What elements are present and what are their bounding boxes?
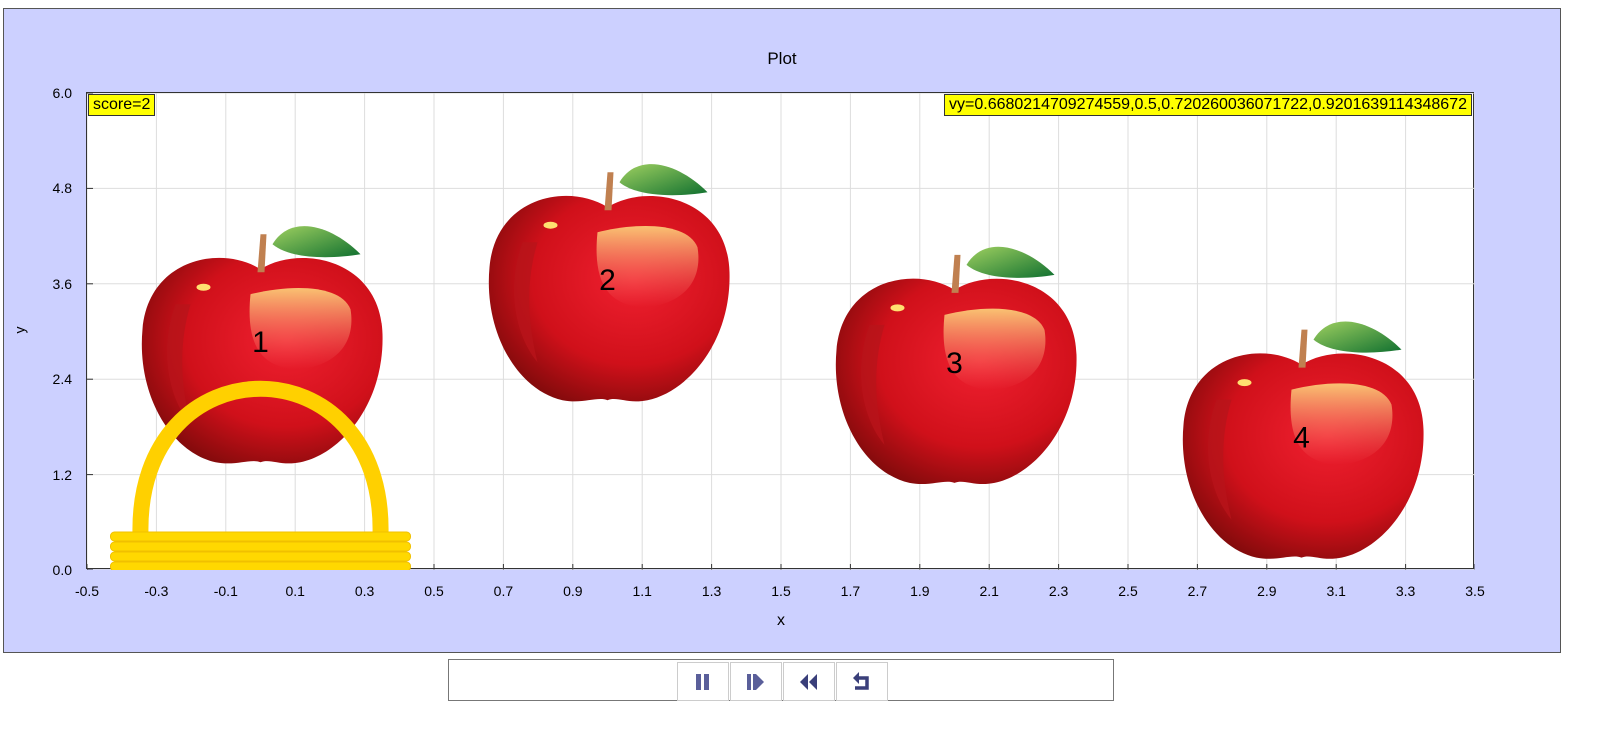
apple-label: 2 bbox=[599, 264, 616, 297]
x-tick-label: 0.9 bbox=[563, 583, 583, 599]
x-tick-label: 0.1 bbox=[285, 583, 305, 599]
x-tick-label: 3.1 bbox=[1326, 583, 1346, 599]
x-tick-label: 0.3 bbox=[354, 583, 375, 599]
y-tick-label: 0.0 bbox=[52, 562, 72, 578]
vy-label: vy=0.6680214709274559,0.5,0.720260036071… bbox=[944, 94, 1472, 116]
x-tick-label: 3.5 bbox=[1465, 583, 1485, 599]
apple-label: 4 bbox=[1293, 422, 1310, 455]
pause-button[interactable] bbox=[677, 662, 729, 701]
pause-icon bbox=[696, 673, 709, 690]
rewind-button[interactable] bbox=[783, 662, 835, 701]
score-label: score=2 bbox=[88, 94, 156, 116]
x-tick-label: -0.5 bbox=[74, 583, 100, 599]
apple-2[interactable]: 2 bbox=[488, 164, 730, 402]
plot-area[interactable]: 1 2 3 4 score=2 vy=0.6680214709274559,0.5,0… bbox=[86, 92, 1475, 570]
reset-button[interactable] bbox=[836, 662, 888, 701]
y-axis-label: y bbox=[11, 326, 28, 334]
apple-4[interactable]: 4 bbox=[1182, 321, 1424, 559]
x-tick-label: 2.5 bbox=[1118, 583, 1138, 599]
basket[interactable] bbox=[110, 380, 411, 570]
apple-label: 3 bbox=[946, 347, 963, 380]
plot-canvas: 1 2 3 4 bbox=[87, 93, 1475, 570]
x-tick-label: 2.3 bbox=[1048, 583, 1069, 599]
step-button[interactable] bbox=[730, 662, 782, 701]
rewind-icon bbox=[800, 673, 817, 690]
reset-icon bbox=[853, 671, 869, 690]
y-tick-label: 1.2 bbox=[52, 466, 72, 483]
plot-title: Plot bbox=[767, 49, 797, 68]
y-tick-label: 2.4 bbox=[52, 371, 72, 388]
x-tick-label: 1.9 bbox=[910, 583, 930, 599]
x-axis-label: x bbox=[777, 612, 785, 629]
x-tick-label: 1.1 bbox=[632, 583, 652, 599]
x-tick-label: 1.3 bbox=[701, 583, 722, 599]
apple-label: 1 bbox=[252, 326, 269, 359]
control-bar bbox=[448, 659, 1114, 701]
x-tick-label: -0.3 bbox=[144, 583, 169, 599]
apple-3[interactable]: 3 bbox=[835, 246, 1077, 485]
x-tick-label: 0.7 bbox=[493, 583, 514, 599]
x-tick-label: 1.5 bbox=[771, 583, 791, 599]
x-tick-label: 2.9 bbox=[1257, 583, 1277, 599]
x-tick-label: 1.7 bbox=[840, 583, 861, 599]
x-tick-label: -0.1 bbox=[213, 583, 238, 599]
x-tick-label: 0.5 bbox=[424, 583, 444, 599]
y-tick-label: 6.0 bbox=[52, 85, 72, 101]
y-tick-label: 3.6 bbox=[52, 275, 72, 292]
x-tick-label: 3.3 bbox=[1395, 583, 1416, 599]
x-tick-label: 2.1 bbox=[979, 583, 999, 599]
step-icon bbox=[747, 673, 764, 690]
x-tick-label: 2.7 bbox=[1187, 583, 1208, 599]
y-tick-label: 4.8 bbox=[52, 180, 72, 197]
